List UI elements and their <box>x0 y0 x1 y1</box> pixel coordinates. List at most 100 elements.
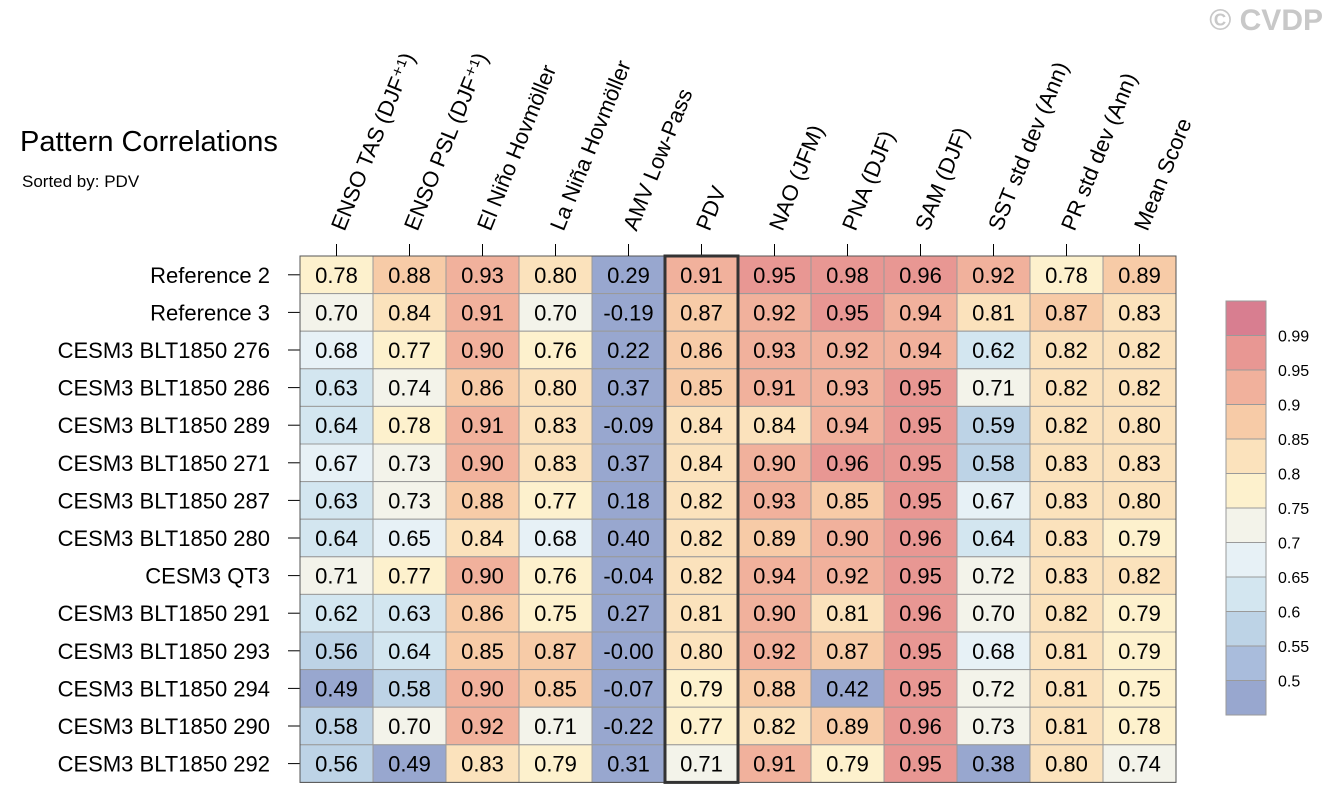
cell-value: 0.64 <box>315 526 358 551</box>
colorbar-tick-label: 0.95 <box>1278 363 1309 380</box>
heatmap-cell <box>1029 405 1104 445</box>
heatmap-cell <box>664 631 739 671</box>
cell-value: 0.96 <box>899 526 942 551</box>
cell-value: 0.58 <box>315 714 358 739</box>
heatmap-cell <box>372 556 447 595</box>
heatmap-cell <box>1029 443 1104 483</box>
cell-value: 0.70 <box>315 300 358 325</box>
cell-value: 0.94 <box>753 564 796 589</box>
heatmap-cell <box>591 330 666 370</box>
cell-value: 0.85 <box>534 676 577 701</box>
heatmap-cell <box>518 330 593 370</box>
heatmap-cell <box>664 706 739 746</box>
cell-value: 0.68 <box>315 338 358 363</box>
cell-value: 0.78 <box>1045 263 1088 288</box>
cell-value: 0.80 <box>534 263 577 288</box>
cell-value: 0.72 <box>972 564 1015 589</box>
cell-value: 0.88 <box>753 676 796 701</box>
cell-value: 0.37 <box>607 451 650 476</box>
heatmap-cell <box>445 443 520 483</box>
heatmap-cell <box>1102 669 1177 708</box>
cell-value: 0.31 <box>607 752 650 777</box>
cell-value: -0.09 <box>603 413 653 438</box>
column-label: PDV <box>691 182 731 234</box>
cell-value: 0.64 <box>972 526 1015 551</box>
cell-value: 0.58 <box>388 676 431 701</box>
heatmap-cell <box>445 631 520 671</box>
heatmap-cell <box>956 330 1031 370</box>
cell-value: 0.38 <box>972 752 1015 777</box>
heatmap-cell <box>518 556 593 595</box>
heatmap-cell <box>664 669 739 708</box>
cell-value: 0.56 <box>315 639 358 664</box>
cell-value: 0.95 <box>753 263 796 288</box>
colorbar-segment <box>1226 335 1266 370</box>
colorbar-tick-label: 0.85 <box>1278 432 1309 449</box>
row-label: CESM3 BLT1850 276 <box>58 338 270 363</box>
heatmap-cell <box>883 593 958 633</box>
cell-value: 0.87 <box>1045 300 1088 325</box>
cell-value: 0.68 <box>972 639 1015 664</box>
cell-value: 0.98 <box>826 263 869 288</box>
cell-value: 0.96 <box>899 601 942 626</box>
row-label: Reference 3 <box>150 300 270 325</box>
row-label: CESM3 BLT1850 280 <box>58 526 270 551</box>
cell-value: 0.94 <box>826 413 869 438</box>
heatmap-cell <box>518 669 593 708</box>
heatmap-cell <box>1102 631 1177 671</box>
cell-value: 0.80 <box>1045 752 1088 777</box>
cell-value: 0.90 <box>461 564 504 589</box>
cell-value: 0.82 <box>1118 564 1161 589</box>
colorbar-segment <box>1226 404 1266 439</box>
heatmap-cell <box>591 293 666 332</box>
cell-value: 0.77 <box>680 714 723 739</box>
cell-value: 0.84 <box>461 526 504 551</box>
cell-value: 0.92 <box>972 263 1015 288</box>
cell-value: 0.73 <box>388 451 431 476</box>
heatmap-cell <box>518 293 593 332</box>
heatmap-cell <box>883 368 958 407</box>
cell-value: 0.77 <box>388 338 431 363</box>
cell-value: 0.91 <box>753 752 796 777</box>
cell-value: 0.93 <box>826 376 869 401</box>
cell-value: 0.92 <box>461 714 504 739</box>
colorbar-tick-label: 0.55 <box>1278 639 1309 656</box>
heatmap-cell <box>956 368 1031 407</box>
cell-value: 0.88 <box>461 488 504 513</box>
cell-value: 0.82 <box>1118 376 1161 401</box>
cell-value: 0.81 <box>680 601 723 626</box>
chart-title: Pattern Correlations <box>20 126 278 158</box>
cell-value: 0.49 <box>315 676 358 701</box>
colorbar-tick-label: 0.65 <box>1278 570 1309 587</box>
row-label: CESM3 BLT1850 294 <box>58 676 270 701</box>
cell-value: 0.62 <box>972 338 1015 363</box>
cell-value: 0.18 <box>607 488 650 513</box>
cell-value: 0.95 <box>826 300 869 325</box>
heatmap-cell <box>1102 706 1177 746</box>
cell-value: 0.89 <box>753 526 796 551</box>
cell-value: 0.94 <box>899 300 942 325</box>
heatmap-cell <box>956 556 1031 595</box>
cell-value: 0.79 <box>534 752 577 777</box>
colorbar-tick-label: 0.8 <box>1278 467 1300 484</box>
column-label: SAM (DJF) <box>910 124 974 234</box>
heatmap-cell <box>518 405 593 445</box>
heatmap-cell <box>445 593 520 633</box>
heatmap-cell <box>518 443 593 483</box>
cell-value: 0.82 <box>1045 413 1088 438</box>
cell-value: 0.37 <box>607 376 650 401</box>
heatmap-cell <box>956 405 1031 445</box>
heatmap-cell <box>883 443 958 483</box>
cell-value: 0.94 <box>899 338 942 363</box>
cell-value: 0.84 <box>680 451 723 476</box>
heatmap-cell <box>956 481 1031 520</box>
cell-value: 0.83 <box>534 413 577 438</box>
cell-value: 0.96 <box>826 451 869 476</box>
cell-value: 0.91 <box>753 376 796 401</box>
cell-value: 0.75 <box>534 601 577 626</box>
cell-value: 0.90 <box>461 451 504 476</box>
heatmap-cell <box>372 669 447 708</box>
colorbar-segment <box>1226 611 1266 646</box>
heatmap-cell <box>956 593 1031 633</box>
